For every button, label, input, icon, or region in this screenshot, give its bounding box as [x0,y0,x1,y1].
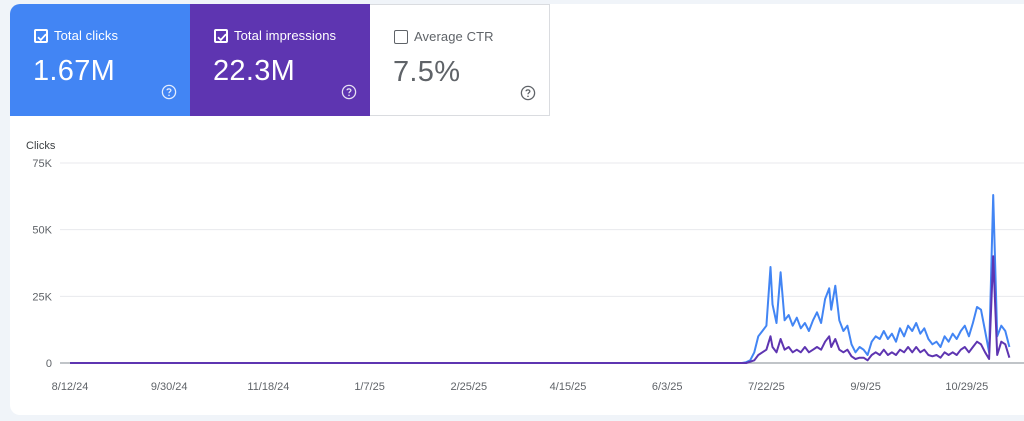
total-clicks-header: Total clicks [34,28,118,43]
average-ctr-value: 7.5% [393,56,461,88]
x-tick-label: 7/22/25 [748,381,785,393]
total-impressions-value: 22.3M [213,55,296,87]
total-clicks-value: 1.67M [33,55,116,87]
average-ctr-checkbox[interactable] [394,29,408,44]
total-clicks-card[interactable]: Total clicks 1.67M [10,4,190,116]
check-icon [217,33,227,41]
help-icon[interactable] [520,85,536,101]
total-impressions-checkbox[interactable] [214,28,228,43]
help-icon[interactable] [161,84,177,100]
y-tick-label: 25K [32,291,52,303]
total-impressions-label: Total impressions [234,28,337,43]
chart-svg: 0 25K 50K 75K 8/12/24 9/30/24 11/18/24 1/7/25 2/… [32,158,1024,393]
performance-panel: Total clicks 1.67M Total impressions 22.… [10,4,1024,415]
x-tick-label: 1/7/25 [354,381,385,393]
y-tick-label: 50K [32,225,52,237]
performance-chart: Clicks 0 25K 50K 75K 8/12/24 9/30/24 11/18/24 1… [10,116,1024,415]
x-tick-label: 8/12/24 [52,381,89,393]
total-impressions-card[interactable]: Total impressions 22.3M [190,4,370,116]
metric-cards: Total clicks 1.67M Total impressions 22.… [10,4,550,116]
x-tick-label: 10/29/25 [945,381,988,393]
help-icon[interactable] [341,84,357,100]
x-tick-label: 9/30/24 [151,381,188,393]
x-tick-label: 6/3/25 [652,381,683,393]
average-ctr-card[interactable]: Average CTR 7.5% [370,4,550,116]
x-tick-label: 9/9/25 [850,381,881,393]
x-tick-label: 11/18/24 [247,381,289,393]
average-ctr-label: Average CTR [414,29,494,44]
x-tick-label: 4/15/25 [550,381,587,393]
total-clicks-label: Total clicks [54,28,119,43]
average-ctr-header: Average CTR [394,29,494,44]
x-tick-label: 2/25/25 [450,381,487,393]
y-tick-label: 75K [32,158,52,170]
y-tick-label: 0 [46,358,52,370]
series-line-total-impressions[interactable] [70,255,1011,364]
total-impressions-header: Total impressions [214,28,336,43]
total-clicks-checkbox[interactable] [34,28,48,43]
series-line-total-clicks[interactable] [70,194,1011,364]
y-axis-title: Clicks [26,140,56,152]
check-icon [37,33,47,41]
